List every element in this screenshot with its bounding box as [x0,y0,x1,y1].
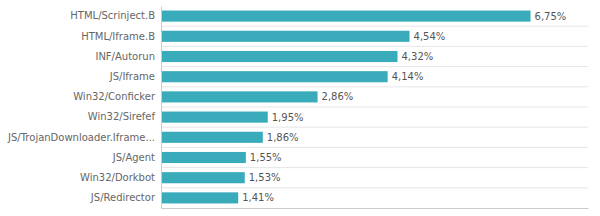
separator [161,167,588,168]
chart: 1,41% 1,53% 1,55% 1,86% 1,95% 2,86% 4,14% 4,32%… [0,0,600,216]
separator [161,26,588,27]
bar [161,132,263,143]
separator [161,86,588,87]
y-tick: INF/Autorun [95,51,155,62]
bar [161,71,388,82]
y-tick: Win32/Conficker [73,91,156,102]
y-tick: Win32/Sirefef [88,111,156,122]
y-tick-label: JS/Redirector [90,192,156,203]
data-label: 1,95% [272,112,304,123]
data-label: 2,86% [322,91,354,102]
y-tick: JS/Iframe [109,71,155,82]
bar [161,192,238,203]
bar [161,91,318,102]
data-label: 4,14% [392,71,424,82]
y-axis: JS/Redirector Win32/Dorkbot JS/Agent JS/Tro… [7,7,161,209]
bar [161,152,246,163]
bar [161,31,410,42]
data-label: 1,86% [267,132,299,143]
x-axis-line [162,208,589,209]
bar [161,11,531,22]
y-tick-label: Win32/Conficker [73,91,156,102]
y-tick-label: JS/Iframe [109,71,155,82]
separator [161,107,588,108]
data-label: 1,55% [250,152,282,163]
y-tick-label: JS/TrojanDownloader.Iframe... [7,132,155,143]
y-tick: JS/Redirector [90,192,156,203]
y-tick: HTML/Scrinject.B [70,10,155,21]
separator [161,187,588,188]
plot: 1,41% 1,53% 1,55% 1,86% 1,95% 2,86% 4,14% 4,32%… [7,7,588,209]
separator [161,127,588,128]
separator [161,147,588,148]
y-tick-label: JS/Agent [112,152,155,163]
data-label: 4,32% [401,51,433,62]
bar [161,112,268,123]
bars [161,11,531,204]
y-tick-label: HTML/Iframe.B [81,31,155,42]
separator [161,66,588,67]
y-tick: JS/Agent [112,152,155,163]
y-tick-label: HTML/Scrinject.B [70,10,155,21]
y-tick: JS/TrojanDownloader.Iframe... [7,132,155,143]
y-tick-label: Win32/Dorkbot [80,172,155,183]
y-tick-label: Win32/Sirefef [88,111,156,122]
separator [161,46,588,47]
y-tick: Win32/Dorkbot [80,172,155,183]
separators [161,26,588,188]
y-tick-label: INF/Autorun [95,51,155,62]
data-label: 4,54% [414,31,446,42]
y-tick: HTML/Iframe.B [81,31,155,42]
data-labels: 1,41% 1,53% 1,55% 1,86% 1,95% 2,86% 4,14% 4,32%… [242,11,566,204]
y-axis-line [161,7,162,209]
bar [161,172,245,183]
x-axis [162,208,589,209]
data-label: 6,75% [535,11,567,22]
data-label: 1,53% [249,172,281,183]
bar [161,51,397,62]
data-label: 1,41% [242,192,274,203]
